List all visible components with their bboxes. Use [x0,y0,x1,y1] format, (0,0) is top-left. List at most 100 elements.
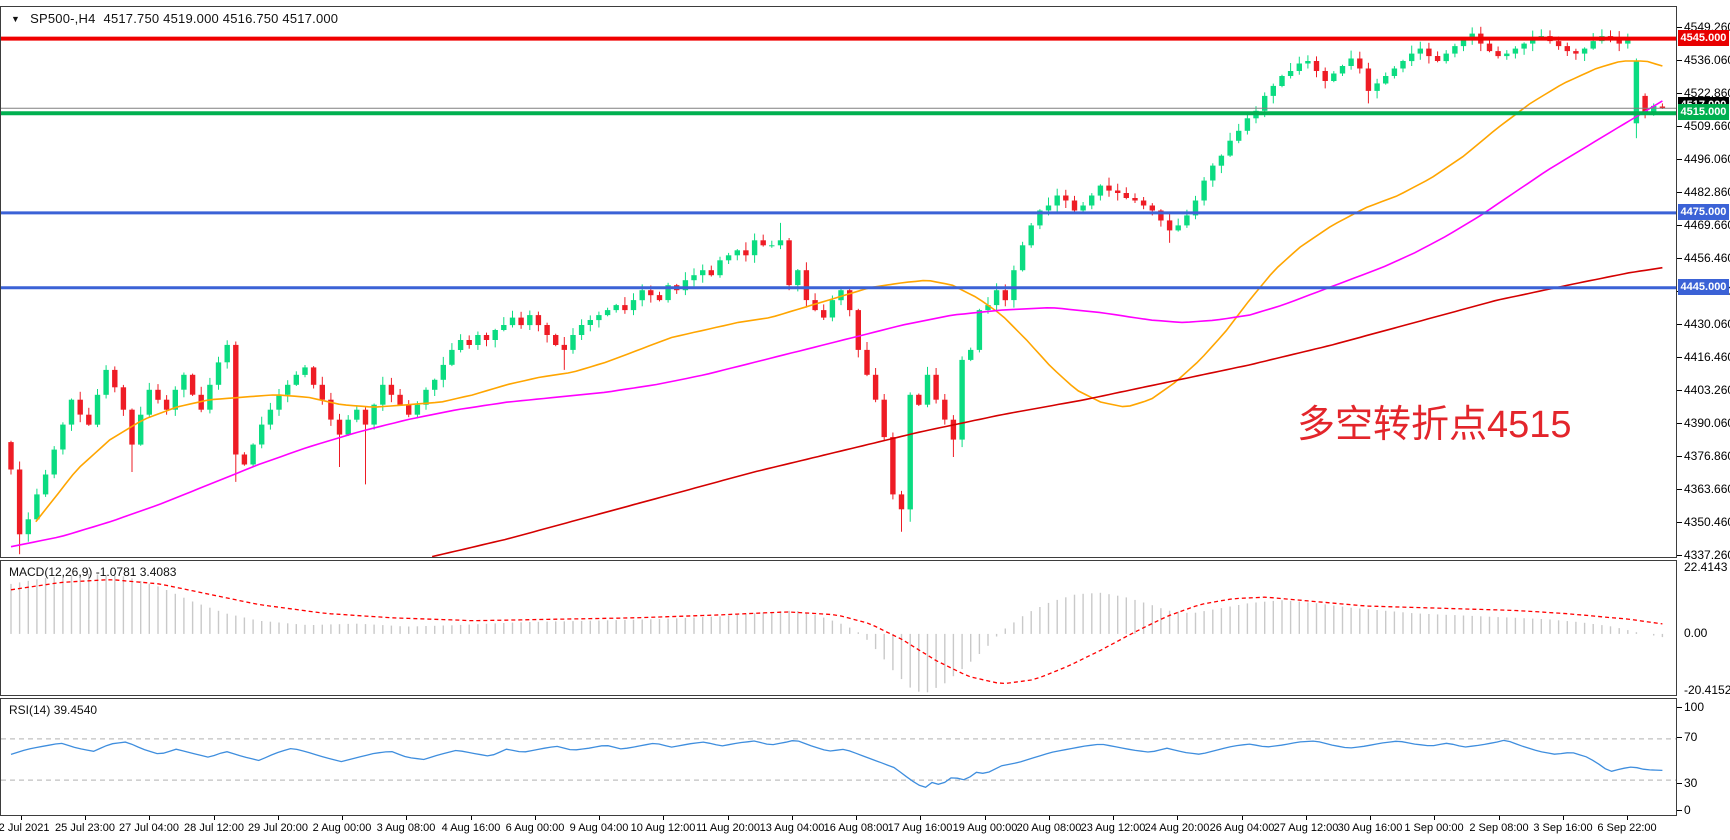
rsi-tick-label: 70 [1684,730,1698,744]
time-tick-label: 28 Jul 12:00 [184,822,244,834]
price-tick-label: 4337.260 [1684,548,1730,562]
price-tick-mark [1677,126,1682,127]
time-tick-label: 6 Sep 22:00 [1597,822,1657,834]
price-tick-label: 4363.660 [1684,482,1730,496]
time-tick-mark [599,816,600,820]
macd-tick-label: 0.00 [1684,626,1708,640]
time-tick-label: 11 Aug 20:00 [695,822,761,834]
time-tick-label: 9 Aug 04:00 [569,822,629,834]
time-tick-label: 30 Aug 16:00 [1337,822,1403,834]
price-tick-mark [1677,159,1682,160]
time-tick-mark [1049,816,1050,820]
time-tick-mark [471,816,472,820]
candlestick-chart[interactable] [1,7,1676,557]
time-tick-label: 22 Jul 2021 [0,822,50,834]
time-tick-mark [856,816,857,820]
price-badge-resistance-4545: 4545.000 [1678,30,1729,46]
time-tick-label: 6 Aug 00:00 [505,822,565,834]
time-tick-mark [1242,816,1243,820]
symbol-label: SP500-,H4 [30,11,96,26]
rsi-chart[interactable] [1,699,1676,815]
time-tick-label: 3 Sep 16:00 [1533,822,1593,834]
price-tick-label: 4509.660 [1684,119,1730,133]
time-tick-mark [342,816,343,820]
rsi-panel[interactable]: RSI(14) 39.4540 [0,698,1677,816]
price-tick-label: 4522.860 [1684,86,1730,100]
time-tick-mark [920,816,921,820]
time-tick-mark [1563,816,1564,820]
price-badge-pivot-4515: 4515.000 [1678,104,1729,120]
time-tick-label: 4 Aug 16:00 [441,822,501,834]
price-tick-label: 4482.860 [1684,185,1730,199]
price-tick-mark [1677,258,1682,259]
time-tick-label: 23 Aug 12:00 [1080,822,1146,834]
price-tick-label: 4376.860 [1684,449,1730,463]
time-tick-mark [663,816,664,820]
price-tick-mark [1677,357,1682,358]
price-tick-label: 4536.060 [1684,53,1730,67]
price-badge-support-4475: 4475.000 [1678,204,1729,220]
price-tick-mark [1677,93,1682,94]
macd-chart[interactable] [1,561,1676,695]
price-tick-label: 4496.060 [1684,152,1730,166]
ohlc-values: 4517.750 4519.000 4516.750 4517.000 [103,11,339,26]
price-tick-mark [1677,423,1682,424]
macd-label: MACD(12,26,9) -1.0781 3.4083 [9,565,177,579]
time-tick-label: 16 Aug 08:00 [823,822,889,834]
time-tick-label: 2 Aug 00:00 [312,822,372,834]
price-axis[interactable]: 4549.260 4536.060 4522.860 4509.660 4496.060… [1677,0,1730,817]
symbol-dropdown-icon[interactable]: ▼ [11,14,21,24]
price-chart-panel[interactable]: ▼ SP500-,H4 4517.750 4519.000 4516.750 451… [0,6,1677,558]
time-tick-mark [21,816,22,820]
annotation-text: 多空转折点4515 [1297,404,1572,446]
rsi-tick-label: 30 [1684,776,1698,790]
time-tick-mark [1177,816,1178,820]
time-tick-mark [985,816,986,820]
time-tick-label: 19 Aug 00:00 [952,822,1018,834]
rsi-tick-label: 100 [1684,700,1705,714]
price-tick-mark [1677,324,1682,325]
price-tick-mark [1677,456,1682,457]
macd-panel[interactable]: MACD(12,26,9) -1.0781 3.4083 [0,560,1677,696]
time-tick-label: 3 Aug 08:00 [376,822,436,834]
time-tick-mark [406,816,407,820]
time-tick-mark [792,816,793,820]
time-tick-label: 2 Sep 08:00 [1469,822,1529,834]
price-tick-mark [1677,555,1682,556]
macd-tick-label: -20.4152 [1684,683,1730,697]
time-tick-mark [149,816,150,820]
chart-title: ▼ SP500-,H4 4517.750 4519.000 4516.750 451… [11,11,338,26]
time-tick-mark [1306,816,1307,820]
time-axis[interactable]: 22 Jul 2021 25 Jul 23:00 27 Jul 04:00 28 Ju… [0,816,1730,840]
time-tick-mark [278,816,279,820]
macd-tick-label: 22.4143 [1684,560,1728,574]
price-tick-mark [1677,192,1682,193]
rsi-tick-mark [1677,737,1682,738]
time-tick-label: 1 Sep 00:00 [1404,822,1464,834]
rsi-tick-mark [1677,707,1682,708]
price-tick-mark [1677,60,1682,61]
time-tick-label: 29 Jul 20:00 [248,822,308,834]
rsi-tick-label: 0 [1684,803,1691,817]
time-tick-mark [214,816,215,820]
price-tick-mark [1677,522,1682,523]
time-tick-mark [1370,816,1371,820]
price-tick-label: 4390.060 [1684,416,1730,430]
time-tick-label: 26 Aug 04:00 [1209,822,1275,834]
time-tick-label: 20 Aug 08:00 [1016,822,1082,834]
price-tick-label: 4456.460 [1684,251,1730,265]
time-tick-mark [1113,816,1114,820]
time-tick-label: 27 Aug 12:00 [1273,822,1339,834]
time-tick-mark [85,816,86,820]
time-tick-label: 13 Aug 04:00 [759,822,825,834]
time-tick-label: 27 Jul 04:00 [119,822,179,834]
time-tick-label: 10 Aug 12:00 [630,822,696,834]
time-tick-mark [535,816,536,820]
rsi-label: RSI(14) 39.4540 [9,703,98,717]
time-tick-mark [1627,816,1628,820]
price-tick-label: 4416.460 [1684,350,1730,364]
price-tick-label: 4430.060 [1684,317,1730,331]
price-tick-mark [1677,489,1682,490]
time-tick-mark [728,816,729,820]
